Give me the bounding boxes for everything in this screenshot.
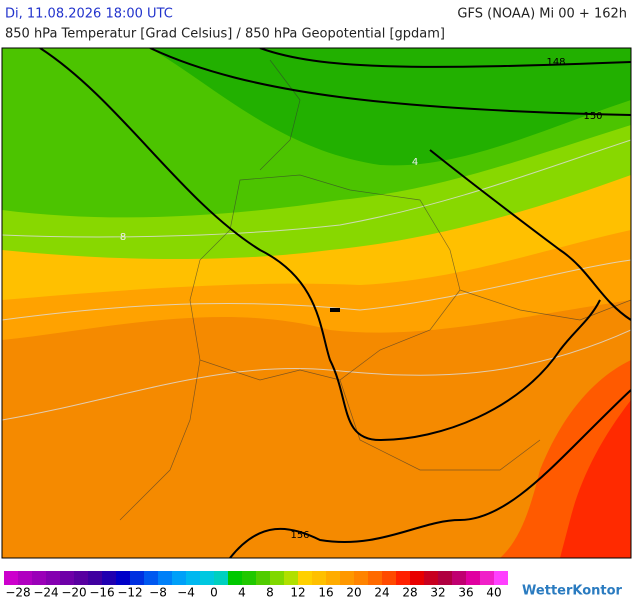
colorbar-cell <box>312 571 326 585</box>
geopotential-lines <box>39 48 631 558</box>
colorbar-cell <box>74 571 88 585</box>
colorbar-cell <box>116 571 130 585</box>
date: Di, 11.08.2026 18:00 UTC <box>5 7 173 22</box>
colorbar-label: −20 <box>61 586 86 600</box>
subtitle: 850 hPa Temperatur [Grad Celsius] / 850 … <box>5 27 445 42</box>
colorbar-cell <box>480 571 494 585</box>
colorbar-cell <box>298 571 312 585</box>
colorbar-label: 4 <box>238 586 246 600</box>
contour-label: 148 <box>546 57 565 68</box>
colorbar-cell <box>340 571 354 585</box>
colorbar-label: 0 <box>210 586 218 600</box>
colorbar-cell <box>270 571 284 585</box>
colorbar-cell <box>326 571 340 585</box>
logo: WetterKontor <box>522 584 623 599</box>
colorbar-cell <box>256 571 270 585</box>
colorbar-cell <box>242 571 256 585</box>
isotherm-label: 8 <box>120 232 126 243</box>
colorbar-cell <box>368 571 382 585</box>
colorbar-cell <box>172 571 186 585</box>
colorbar-cell <box>186 571 200 585</box>
colorbar-cell <box>88 571 102 585</box>
borders <box>119 59 631 521</box>
contour-label: 150 <box>583 111 602 122</box>
band-dark-green <box>150 48 631 166</box>
colorbar-cell <box>60 571 74 585</box>
marker <box>330 308 340 312</box>
colorbar-cell <box>396 571 410 585</box>
colorbar-label: 8 <box>266 586 274 600</box>
colorbar-cell <box>438 571 452 585</box>
colorbar-cell <box>32 571 46 585</box>
colorbar-cell <box>200 571 214 585</box>
colorbar-cell <box>494 571 508 585</box>
colorbar-label: 20 <box>346 586 361 600</box>
colorbar-cell <box>466 571 480 585</box>
colorbar-label: −8 <box>149 586 167 600</box>
model: GFS (NOAA) Mi 00 + 162h <box>457 7 627 22</box>
colorbar-label: −12 <box>117 586 142 600</box>
colorbar-cell <box>354 571 368 585</box>
colorbar-label: −16 <box>89 586 114 600</box>
colorbar-cell <box>228 571 242 585</box>
isotherm-label: 4 <box>412 157 418 168</box>
colorbar-cell <box>144 571 158 585</box>
map-frame <box>1 47 632 559</box>
colorbar-cell <box>382 571 396 585</box>
colorbar-cell <box>410 571 424 585</box>
colorbar-cell <box>424 571 438 585</box>
colorbar-cell <box>4 571 18 585</box>
colorbar-cell <box>452 571 466 585</box>
colorbar-cell <box>46 571 60 585</box>
colorbar-label: 16 <box>318 586 333 600</box>
colorbar-label: 40 <box>486 586 501 600</box>
colorbar-cell <box>284 571 298 585</box>
colorbar-label: 36 <box>458 586 473 600</box>
contour-label: 156 <box>290 530 309 541</box>
colorbar-cell <box>102 571 116 585</box>
colorbar-label: 24 <box>374 586 389 600</box>
colorbar-cell <box>214 571 228 585</box>
colorbar-label: 32 <box>430 586 445 600</box>
colorbar-cell <box>130 571 144 585</box>
map: 148 150 156 4 8 <box>1 47 632 559</box>
colorbar-label: 12 <box>290 586 305 600</box>
band-red <box>560 400 631 558</box>
colorbar-label: −24 <box>33 586 58 600</box>
colorbar-cell <box>158 571 172 585</box>
colorbar: −28 −24 −20 −16 −12 −8 −4 0 4 8 12 16 20 24 28 32 36 40 <box>4 571 508 600</box>
colorbar-label: −28 <box>5 586 30 600</box>
colorbar-cell <box>18 571 32 585</box>
colorbar-label: −4 <box>177 586 195 600</box>
colorbar-label: 28 <box>402 586 417 600</box>
isotherms <box>2 139 631 421</box>
